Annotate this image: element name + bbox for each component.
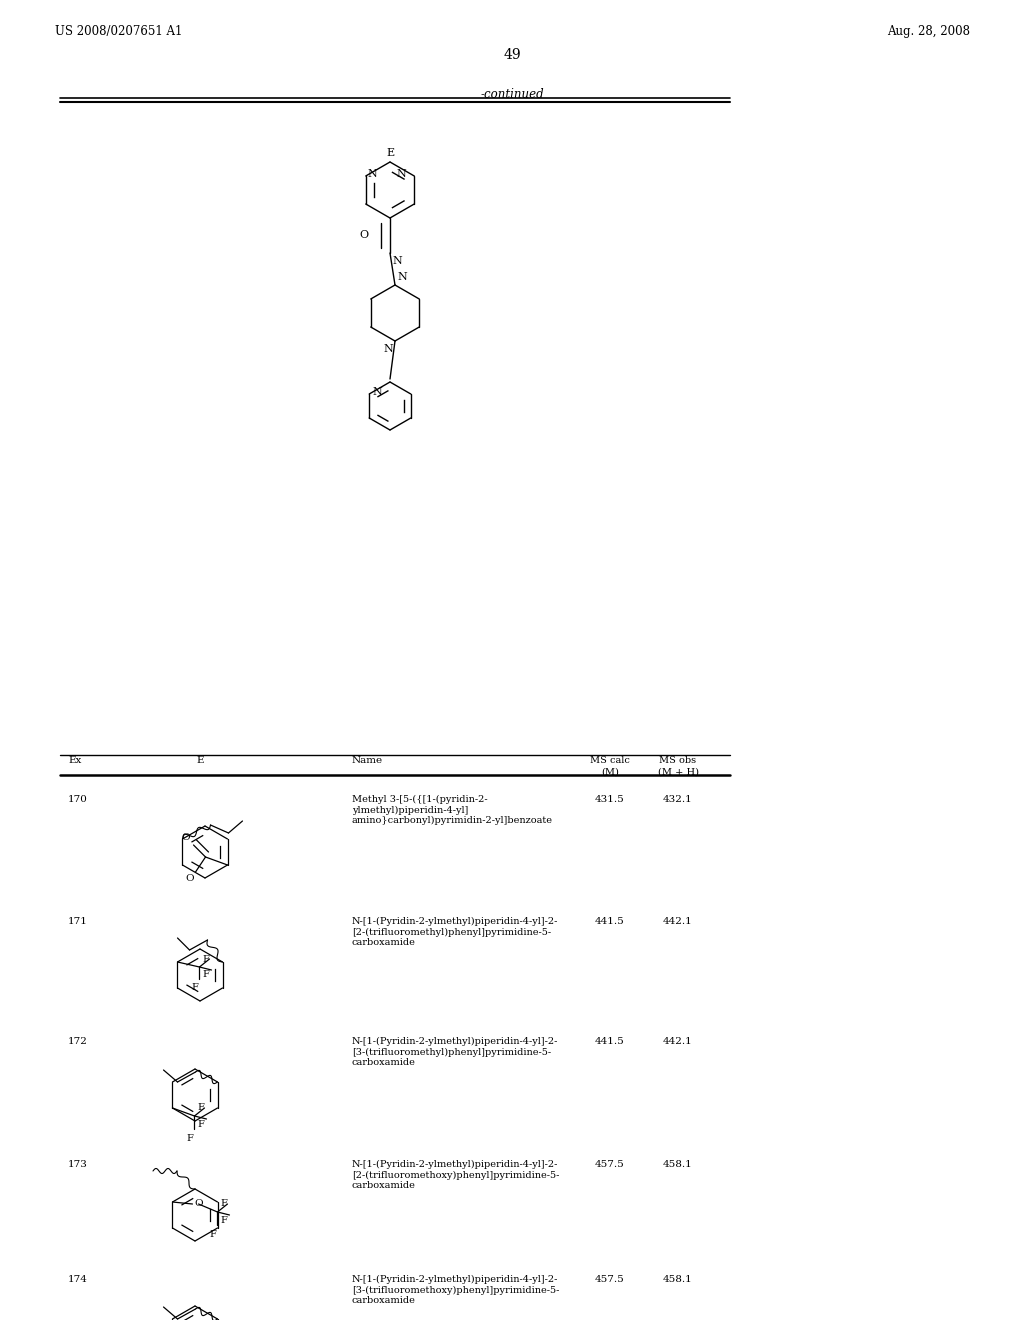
Text: 441.5: 441.5 — [595, 1038, 625, 1045]
Text: O: O — [181, 833, 189, 842]
Text: N-[1-(Pyridin-2-ylmethyl)piperidin-4-yl]-2-
[2-(trifluoromethyl)phenyl]pyrimidin: N-[1-(Pyridin-2-ylmethyl)piperidin-4-yl]… — [352, 917, 558, 946]
Text: 457.5: 457.5 — [595, 1275, 625, 1284]
Text: F: F — [203, 954, 209, 964]
Text: F: F — [220, 1216, 227, 1225]
Text: Aug. 28, 2008: Aug. 28, 2008 — [887, 25, 970, 38]
Text: E: E — [386, 148, 394, 158]
Text: 432.1: 432.1 — [664, 795, 693, 804]
Text: N: N — [392, 256, 401, 267]
Text: MS calc: MS calc — [590, 756, 630, 766]
Text: N-[1-(Pyridin-2-ylmethyl)piperidin-4-yl]-2-
[2-(trifluoromethoxy)phenyl]pyrimidi: N-[1-(Pyridin-2-ylmethyl)piperidin-4-yl]… — [352, 1160, 559, 1191]
Text: O: O — [195, 1200, 203, 1209]
Text: 49: 49 — [503, 48, 521, 62]
Text: 457.5: 457.5 — [595, 1160, 625, 1170]
Text: 431.5: 431.5 — [595, 795, 625, 804]
Text: F: F — [198, 1119, 205, 1129]
Text: N: N — [372, 387, 382, 397]
Text: O: O — [358, 231, 368, 240]
Text: 173: 173 — [68, 1160, 88, 1170]
Text: F: F — [191, 983, 198, 993]
Text: Methyl 3-[5-({[1-(pyridin-2-
ylmethyl)piperidin-4-yl]
amino}carbonyl)pyrimidin-2: Methyl 3-[5-({[1-(pyridin-2- ylmethyl)pi… — [352, 795, 553, 825]
Text: F: F — [186, 1134, 193, 1143]
Text: N-[1-(Pyridin-2-ylmethyl)piperidin-4-yl]-2-
[3-(trifluoromethyl)phenyl]pyrimidin: N-[1-(Pyridin-2-ylmethyl)piperidin-4-yl]… — [352, 1038, 558, 1067]
Text: F: F — [220, 1199, 227, 1208]
Text: 171: 171 — [68, 917, 88, 927]
Text: 170: 170 — [68, 795, 88, 804]
Text: O: O — [185, 874, 194, 883]
Text: N: N — [368, 169, 378, 180]
Text: E: E — [197, 756, 204, 766]
Text: 458.1: 458.1 — [664, 1275, 693, 1284]
Text: (M + H): (M + H) — [657, 768, 698, 777]
Text: 442.1: 442.1 — [664, 917, 693, 927]
Text: 441.5: 441.5 — [595, 917, 625, 927]
Text: (M): (M) — [601, 768, 618, 777]
Text: -continued: -continued — [480, 88, 544, 102]
Text: 172: 172 — [68, 1038, 88, 1045]
Text: 174: 174 — [68, 1275, 88, 1284]
Text: MS obs: MS obs — [659, 756, 696, 766]
Text: Name: Name — [352, 756, 383, 766]
Text: N: N — [397, 272, 407, 282]
Text: N: N — [383, 345, 393, 354]
Text: F: F — [198, 1104, 205, 1111]
Text: N: N — [396, 169, 407, 180]
Text: F: F — [203, 970, 209, 979]
Text: Ex: Ex — [68, 756, 81, 766]
Text: US 2008/0207651 A1: US 2008/0207651 A1 — [55, 25, 182, 38]
Text: 458.1: 458.1 — [664, 1160, 693, 1170]
Text: 442.1: 442.1 — [664, 1038, 693, 1045]
Text: F: F — [209, 1230, 216, 1239]
Text: N-[1-(Pyridin-2-ylmethyl)piperidin-4-yl]-2-
[3-(trifluoromethoxy)phenyl]pyrimidi: N-[1-(Pyridin-2-ylmethyl)piperidin-4-yl]… — [352, 1275, 559, 1305]
